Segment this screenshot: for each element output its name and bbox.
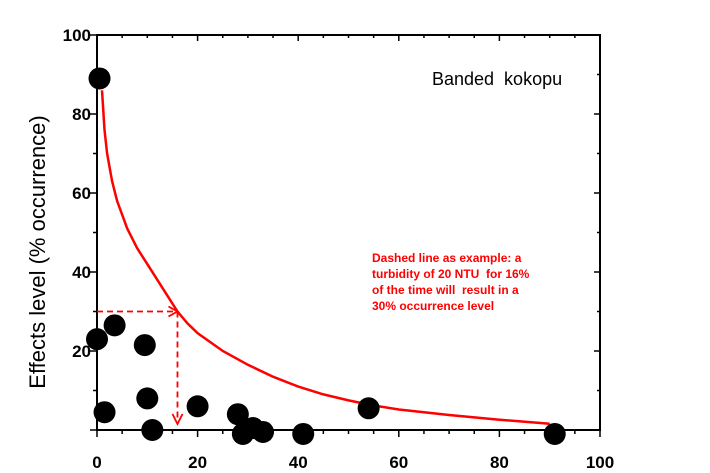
note-line-4: 30% occurrence level — [372, 299, 494, 313]
y-tick-label: 60 — [72, 184, 91, 203]
example-dashed-line — [97, 305, 184, 427]
data-point — [543, 422, 566, 445]
data-point — [357, 397, 380, 420]
data-point — [88, 67, 111, 90]
data-point — [251, 420, 274, 443]
plot-frame — [96, 34, 601, 431]
y-tick-label: 100 — [63, 26, 91, 45]
x-tick-label: 0 — [92, 453, 101, 472]
axes: 0 20 40 60 80 100 20 40 60 80 100 — [63, 26, 615, 472]
example-arrowhead-right — [168, 305, 180, 318]
scatter-points — [86, 67, 566, 445]
note-line-1: Dashed line as example: a — [372, 251, 522, 265]
y-tick-label: 40 — [72, 263, 91, 282]
x-tick-label: 100 — [586, 453, 614, 472]
data-point — [136, 387, 159, 410]
y-axis-label: Effects level (% occurrence) — [25, 115, 50, 388]
data-point — [186, 395, 209, 418]
data-point — [141, 419, 164, 441]
x-tick-label: 60 — [389, 453, 408, 472]
labels: Effects level (% occurrence) Banded koko… — [25, 69, 562, 389]
data-point — [226, 403, 249, 426]
data-point — [133, 334, 156, 357]
data-point — [103, 314, 126, 337]
x-tick-label: 80 — [490, 453, 509, 472]
species-label: Banded kokopu — [432, 69, 562, 89]
y-tick-label: 80 — [72, 105, 91, 124]
data-point — [86, 328, 108, 351]
y-tick-label: 20 — [72, 342, 91, 361]
example-arrowhead-down — [171, 413, 184, 427]
note-line-2: turbidity of 20 NTU for 16% — [372, 267, 530, 281]
x-tick-label: 40 — [289, 453, 308, 472]
data-point — [292, 422, 315, 445]
note-line-3: of the time will result in a — [372, 283, 519, 297]
data-point — [93, 401, 116, 424]
x-tick-label: 20 — [188, 453, 207, 472]
